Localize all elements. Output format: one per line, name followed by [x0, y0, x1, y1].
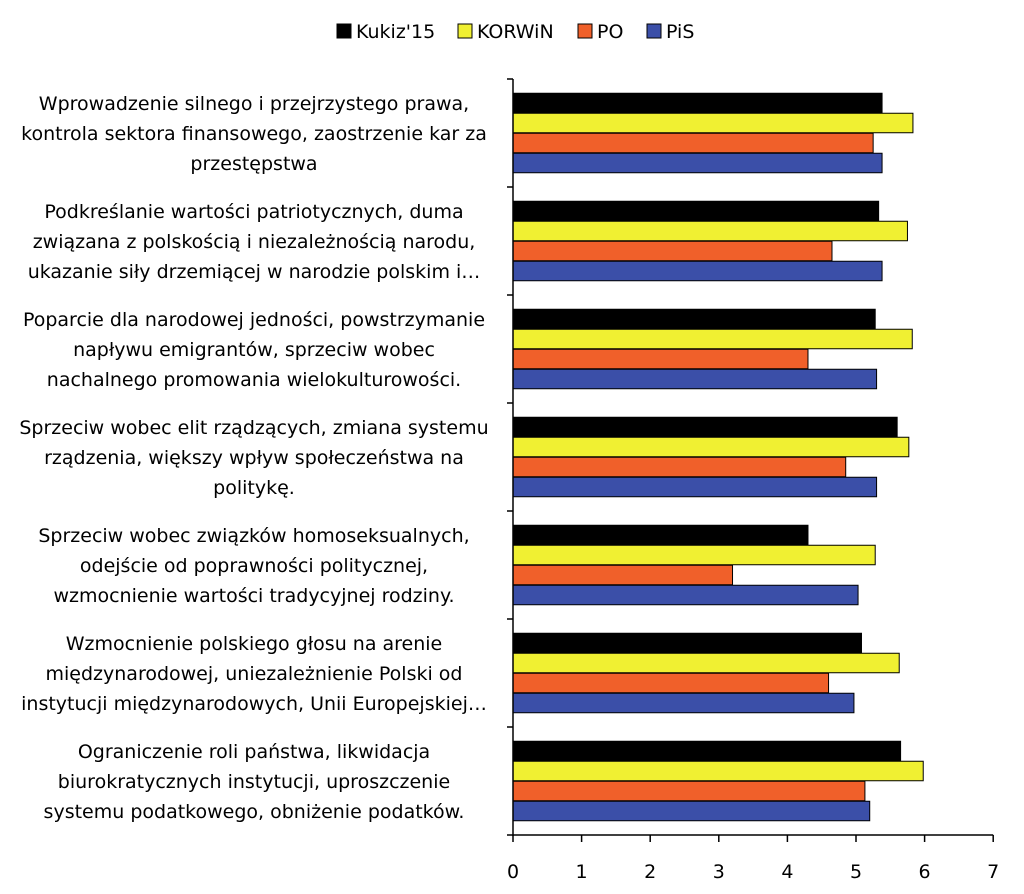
bar — [512, 112, 914, 134]
bar — [512, 308, 876, 330]
category-label: rządzenia, większy wpływ społeczeństwa n… — [44, 447, 464, 469]
legend-swatch — [336, 23, 352, 39]
category-label: wzmocnienie wartości tradycyjnej rodziny… — [53, 585, 454, 607]
bar — [512, 348, 809, 370]
category-label: politykę. — [213, 477, 295, 499]
bar — [512, 632, 862, 654]
bar — [512, 416, 898, 438]
bar — [512, 692, 855, 714]
category-label: Poparcie dla narodowej jedności, powstrz… — [23, 309, 485, 331]
bar — [512, 220, 908, 242]
category-label: ukazanie siły drzemiącej w narodzie pols… — [28, 261, 481, 283]
bar — [512, 152, 883, 174]
category-label: napływu emigrantów, sprzeciw wobec — [73, 339, 435, 361]
bars — [512, 92, 924, 822]
bar — [512, 328, 913, 350]
bar — [512, 436, 910, 458]
bar — [512, 564, 734, 586]
legend-label: PO — [597, 21, 623, 43]
bar — [512, 780, 866, 802]
category-label: związana z polskością i niezależnością n… — [33, 231, 476, 253]
legend-label: KORWiN — [477, 21, 554, 43]
legend-swatch — [646, 23, 662, 39]
bar — [512, 584, 859, 606]
bar — [512, 760, 924, 782]
x-tick-label: 7 — [987, 861, 999, 883]
category-label: Sprzeciw wobec elit rządzących, zmiana s… — [19, 417, 488, 439]
category-label: systemu podatkowego, obniżenie podatków. — [44, 801, 465, 823]
bar — [512, 476, 878, 498]
category-label: Wprowadzenie silnego i przejrzystego pra… — [39, 93, 469, 115]
x-tick-label: 1 — [576, 861, 588, 883]
bar — [512, 132, 874, 154]
bar — [512, 200, 880, 222]
legend-swatch — [457, 23, 473, 39]
bar — [512, 456, 847, 478]
category-label: nachalnego promowania wielokulturowości. — [47, 369, 461, 391]
category-label: międzynarodowej, uniezależnienie Polski … — [46, 663, 463, 685]
category-label: instytucji międzynarodowych, Unii Europe… — [21, 693, 487, 715]
axes: 0 1 2 3 4 5 6 7 — [507, 78, 999, 883]
category-labels: Wprowadzenie silnego i przejrzystego pra… — [19, 93, 488, 823]
x-tick-label: 5 — [850, 861, 862, 883]
category-label: kontrola sektora finansowego, zaostrzeni… — [21, 123, 487, 145]
category-label: Wzmocnienie polskiego głosu na arenie — [66, 633, 442, 655]
category-label: Sprzeciw wobec związków homoseksualnych, — [38, 525, 469, 547]
category-label: odejście od poprawności politycznej, — [80, 555, 428, 577]
x-tick-label: 4 — [781, 861, 793, 883]
bar — [512, 740, 902, 762]
bar — [512, 672, 830, 694]
legend-label: PiS — [666, 21, 694, 43]
x-tick-label: 2 — [644, 861, 656, 883]
category-label: przestępstwa — [190, 153, 317, 175]
bar — [512, 524, 809, 546]
category-label: biurokratycznych instytucji, uproszczeni… — [58, 771, 450, 793]
bar — [512, 92, 883, 114]
legend-label: Kukiz'15 — [356, 21, 435, 43]
bar — [512, 800, 871, 822]
x-tick-label: 3 — [713, 861, 725, 883]
x-tick-label: 6 — [919, 861, 931, 883]
bar — [512, 260, 883, 282]
bar — [512, 240, 833, 262]
legend-swatch — [577, 23, 593, 39]
category-label: Podkreślanie wartości patriotycznych, du… — [44, 201, 463, 223]
category-label: Ograniczenie roli państwa, likwidacja — [78, 741, 430, 763]
bar — [512, 652, 900, 674]
x-tick-label: 0 — [507, 861, 519, 883]
bar — [512, 544, 876, 566]
legend: Kukiz'15 KORWiN PO PiS — [336, 21, 694, 43]
bar — [512, 368, 878, 390]
